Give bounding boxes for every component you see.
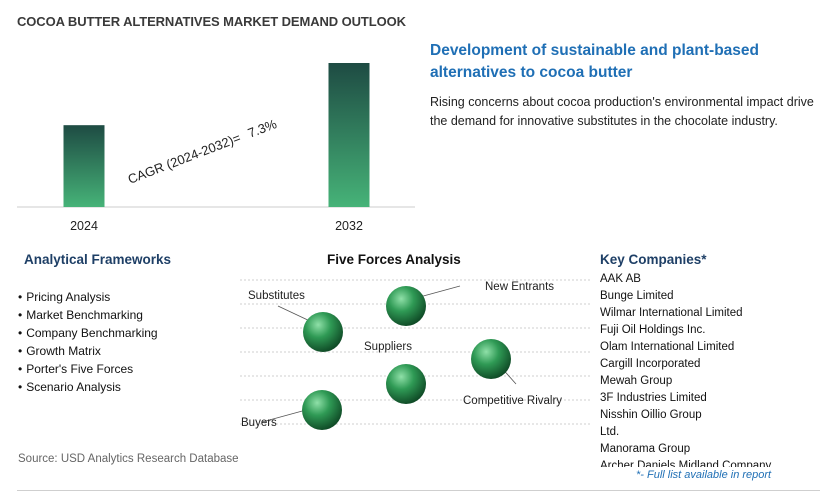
company-item: Fuji Oil Holdings Inc. <box>600 324 706 336</box>
tick-label-2032: 2032 <box>335 219 363 233</box>
framework-item: Scenario Analysis <box>18 378 158 396</box>
cagr-annotation: CAGR (2024-2032)=7.3% <box>126 116 280 187</box>
companies-title: Key Companies* <box>600 252 707 267</box>
source-note: Source: USD Analytics Research Database <box>18 453 239 465</box>
frameworks-title: Analytical Frameworks <box>24 252 172 267</box>
company-item: Wilmar International Limited <box>600 307 743 319</box>
company-item: Cargill Incorporated <box>600 358 701 370</box>
description: Rising concerns about cocoa production's… <box>430 95 814 128</box>
company-item: Archer Daniels Midland Company <box>600 460 772 467</box>
force-label-competitive-rivalry: Competitive Rivalry <box>463 395 562 407</box>
company-item: AAK AB <box>600 273 641 285</box>
framework-item: Porter's Five Forces <box>18 360 158 378</box>
force-sphere-suppliers <box>386 364 426 404</box>
bar-chart: 2024 2032 CAGR (2024-2032)=7.3% <box>17 63 415 233</box>
force-label-buyers: Buyers <box>241 417 277 429</box>
company-item: Olam International Limited <box>600 341 735 353</box>
company-item: 3F Industries Limited <box>600 392 707 404</box>
bar-2032 <box>328 63 370 207</box>
force-sphere-competitive-rivalry <box>471 339 511 379</box>
frameworks-list: Pricing Analysis Market Benchmarking Com… <box>18 288 158 396</box>
force-label-new-entrants: New Entrants <box>485 281 554 293</box>
force-sphere-substitutes <box>303 312 343 352</box>
company-item: Manorama Group <box>600 443 691 455</box>
force-label-suppliers: Suppliers <box>364 341 412 353</box>
bar-2024 <box>63 125 105 207</box>
force-sphere-new-entrants <box>386 286 426 326</box>
force-sphere-buyers <box>302 390 342 430</box>
five-forces-title: Five Forces Analysis <box>327 252 461 267</box>
guide-lines <box>240 279 590 425</box>
page-title: COCOA BUTTER ALTERNATIVES MARKET DEMAND … <box>17 14 406 29</box>
company-item: Nisshin Oillio Group <box>600 409 702 421</box>
framework-item: Growth Matrix <box>18 342 158 360</box>
framework-item: Pricing Analysis <box>18 288 158 306</box>
bottom-divider <box>17 490 820 491</box>
connector-lines <box>261 285 517 423</box>
tick-label-2024: 2024 <box>70 219 98 233</box>
framework-item: Company Benchmarking <box>18 324 157 342</box>
companies-list-container: AAK AB Bunge Limited Wilmar Internationa… <box>600 271 800 467</box>
force-label-substitutes: Substitutes <box>248 290 305 302</box>
company-item: Ltd. <box>600 426 620 438</box>
headline: Development of sustainable and plant-bas… <box>430 42 760 81</box>
company-item: Bunge Limited <box>600 290 674 302</box>
cagr-label-text: CAGR (2024-2032)= <box>126 130 243 187</box>
framework-item: Market Benchmarking <box>18 306 158 324</box>
cagr-value: 7.3% <box>246 116 279 141</box>
full-list-note: *- Full list available in report <box>636 469 772 481</box>
companies-list: AAK AB Bunge Limited Wilmar Internationa… <box>600 271 800 467</box>
company-item: Mewah Group <box>600 375 673 387</box>
